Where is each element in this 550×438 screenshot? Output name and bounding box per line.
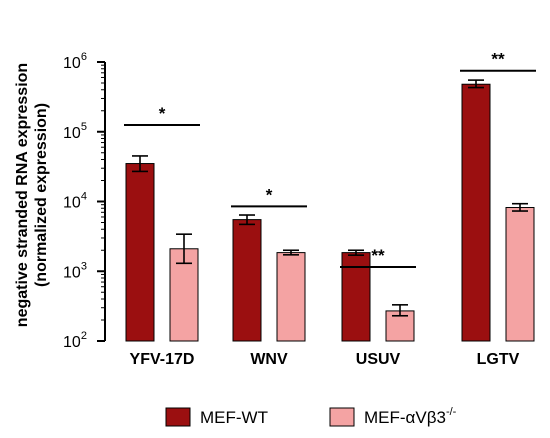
axes: 102 103 104 105 106 [63,51,106,351]
bar [276,252,306,342]
bar [169,248,199,342]
legend-label: MEF-WT [200,408,268,427]
bar [125,163,155,342]
significance-label: ** [371,246,385,265]
significance-label: * [159,104,166,123]
legend-swatch [329,407,355,427]
legend: MEF-WT MEF-αVβ3-/- [165,406,457,427]
bar [505,207,535,342]
x-axis-labels: YFV-17D WNV USUV LGTV [130,351,520,368]
y-axis-title-line2: (normalized expression) [33,103,50,287]
x-tick-label: USUV [356,351,401,368]
x-tick-label: LGTV [477,351,520,368]
x-tick-label: WNV [250,351,288,368]
legend-swatch [165,407,191,427]
significance-label: * [266,185,273,204]
y-tick-label: 104 [63,191,87,212]
y-tick-label: 102 [63,330,87,351]
y-tick-label: 105 [63,121,87,142]
bars [125,83,535,342]
y-tick-label: 103 [63,260,87,281]
error-bars [132,79,528,317]
legend-label: MEF-αVβ3-/- [364,406,457,427]
y-axis-title: negative stranded RNA expression (normal… [14,63,50,327]
bar [232,219,262,342]
significance-label: ** [491,50,505,69]
bar [341,252,371,342]
y-axis-title-line1: negative stranded RNA expression [14,63,31,327]
x-tick-label: YFV-17D [130,351,195,368]
bar [461,83,491,342]
significance-markers: ****** [124,50,536,269]
y-tick-label: 106 [63,51,87,72]
